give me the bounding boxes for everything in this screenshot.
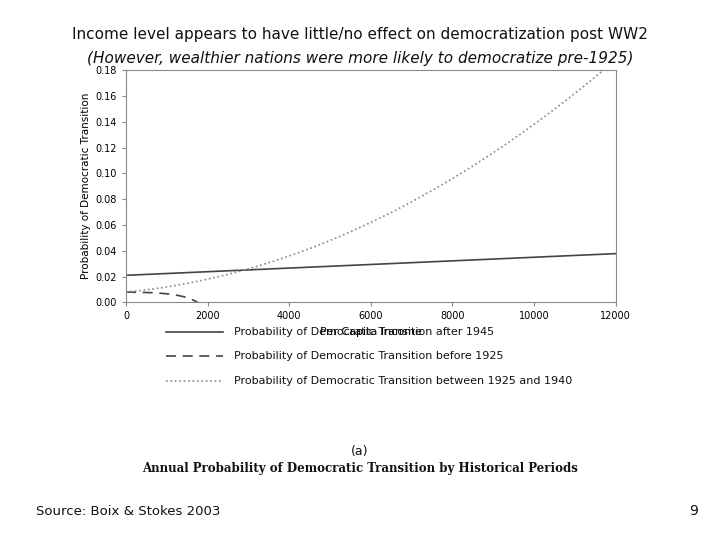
Probability of Democratic Transition before 1925 — [190, 297, 199, 303]
Probability of Democratic Transition before 1925 — [189, 297, 197, 303]
Probability of Democratic Transition between 1925 and 1940 — [171, 282, 180, 289]
Probability of Democratic Transition between 1925 and 1940 — [503, 140, 512, 146]
Probability of Democratic Transition between 1925 and 1940 — [337, 232, 346, 239]
Y-axis label: Probability of Democratic Transition: Probability of Democratic Transition — [81, 93, 91, 280]
Text: Probability of Democratic Transition between 1925 and 1940: Probability of Democratic Transition bet… — [234, 376, 572, 386]
Text: (However, wealthier nations were more likely to democratize pre-1925): (However, wealthier nations were more li… — [86, 51, 634, 66]
Text: Probability of Democratic Transition before 1925: Probability of Democratic Transition bef… — [234, 352, 503, 361]
Probability of Democratic Transition between 1925 and 1940 — [611, 57, 620, 63]
Probability of Democratic Transition before 1925 — [174, 292, 183, 299]
Probability of Democratic Transition after 1945 — [458, 257, 467, 264]
Probability of Democratic Transition between 1925 and 1940 — [122, 289, 130, 295]
Text: 9: 9 — [690, 504, 698, 518]
Probability of Democratic Transition between 1925 and 1940 — [458, 170, 467, 176]
Probability of Democratic Transition between 1925 and 1940 — [320, 240, 328, 246]
X-axis label: Per Capita Income: Per Capita Income — [320, 327, 422, 337]
Text: Source: Boix & Stokes 2003: Source: Boix & Stokes 2003 — [36, 505, 220, 518]
Probability of Democratic Transition before 1925 — [197, 301, 206, 308]
Probability of Democratic Transition before 1925 — [185, 295, 194, 302]
Probability of Democratic Transition after 1945 — [611, 251, 620, 257]
Text: Income level appears to have little/no effect on democratization post WW2: Income level appears to have little/no e… — [72, 27, 648, 42]
Probability of Democratic Transition between 1925 and 1940 — [513, 133, 521, 140]
Probability of Democratic Transition after 1945 — [122, 272, 130, 279]
Line: Probability of Democratic Transition before 1925: Probability of Democratic Transition bef… — [126, 292, 202, 305]
Text: Probability of Democratic Transition after 1945: Probability of Democratic Transition aft… — [234, 327, 494, 337]
Probability of Democratic Transition before 1925 — [122, 289, 130, 295]
Text: Annual Probability of Democratic Transition by Historical Periods: Annual Probability of Democratic Transit… — [142, 462, 578, 475]
Probability of Democratic Transition after 1945 — [320, 264, 328, 270]
Text: (a): (a) — [351, 446, 369, 458]
Line: Probability of Democratic Transition between 1925 and 1940: Probability of Democratic Transition bet… — [126, 60, 616, 292]
Line: Probability of Democratic Transition after 1945: Probability of Democratic Transition aft… — [126, 254, 616, 275]
Probability of Democratic Transition after 1945 — [337, 262, 346, 269]
Probability of Democratic Transition after 1945 — [503, 255, 512, 262]
Probability of Democratic Transition after 1945 — [171, 270, 180, 276]
Probability of Democratic Transition before 1925 — [158, 290, 166, 296]
Probability of Democratic Transition before 1925 — [194, 300, 203, 306]
Probability of Democratic Transition after 1945 — [513, 255, 521, 261]
